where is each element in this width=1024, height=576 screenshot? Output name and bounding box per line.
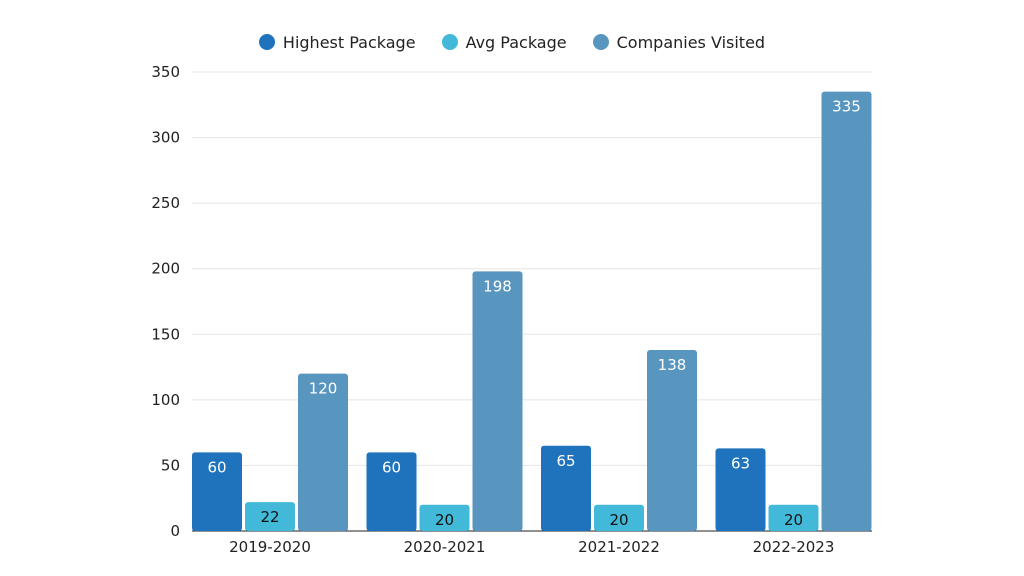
bar-value-label: 60: [382, 458, 401, 476]
legend-label-companies-visited: Companies Visited: [616, 32, 766, 52]
bar-value-label: 60: [207, 458, 226, 476]
bar-value-label: 20: [435, 511, 454, 529]
legend: Highest Package Avg Package Companies Vi…: [0, 28, 1024, 56]
legend-label-avg-package: Avg Package: [465, 32, 567, 52]
bar: [419, 504, 470, 531]
bar-value-label: 120: [309, 380, 338, 398]
bar-value-label: 335: [832, 98, 861, 116]
legend-swatch-avg-package: [441, 34, 458, 50]
y-tick-label: 150: [151, 325, 180, 343]
bar-value-label: 198: [483, 277, 512, 295]
y-tick-label: 0: [170, 522, 180, 540]
bar: [715, 448, 766, 531]
bar-value-label: 63: [731, 454, 750, 472]
bar: [472, 271, 523, 531]
bar: [192, 452, 242, 531]
bar-data-labels: 60 22 120 60 20 198 65 20 138 63 20 335: [207, 98, 860, 529]
bars: [192, 91, 872, 532]
bar: [647, 350, 697, 531]
y-tick-label: 350: [151, 63, 180, 81]
y-tick-label: 250: [151, 194, 180, 212]
y-tick-label: 100: [151, 391, 180, 409]
legend-swatch-highest-package: [258, 34, 275, 50]
bar: [821, 91, 872, 532]
bar-value-label: 22: [260, 508, 279, 526]
bar: [541, 445, 591, 531]
x-tick-label: 2022-2023: [753, 538, 835, 556]
x-tick-label: 2021-2022: [578, 538, 660, 556]
y-tick-label: 50: [161, 456, 180, 474]
y-axis-ticks: 0 50 100 150 200 250 300 350: [151, 63, 180, 540]
grid-layer: [192, 71, 872, 532]
legend-item-companies-visited: Companies Visited: [592, 32, 766, 52]
legend-item-avg-package: Avg Package: [441, 32, 567, 52]
y-tick-label: 200: [151, 260, 180, 278]
x-tick-label: 2020-2021: [404, 538, 486, 556]
bar-value-label: 20: [609, 511, 628, 529]
y-tick-label: 300: [151, 129, 180, 147]
bar-value-label: 65: [556, 452, 575, 470]
bar: [298, 373, 348, 531]
bar-value-label: 138: [658, 356, 687, 374]
legend-swatch-companies-visited: [592, 34, 609, 50]
legend-item-highest-package: Highest Package: [258, 32, 416, 52]
bar-value-label: 20: [784, 511, 803, 529]
legend-label-highest-package: Highest Package: [282, 32, 416, 52]
bar: [594, 504, 644, 531]
bar: [768, 504, 819, 531]
x-tick-label: 2019-2020: [229, 538, 311, 556]
x-axis-ticks: 2019-2020 2020-2021 2021-2022 2022-2023: [229, 538, 834, 556]
bar: [366, 452, 417, 531]
bar: [245, 502, 295, 531]
